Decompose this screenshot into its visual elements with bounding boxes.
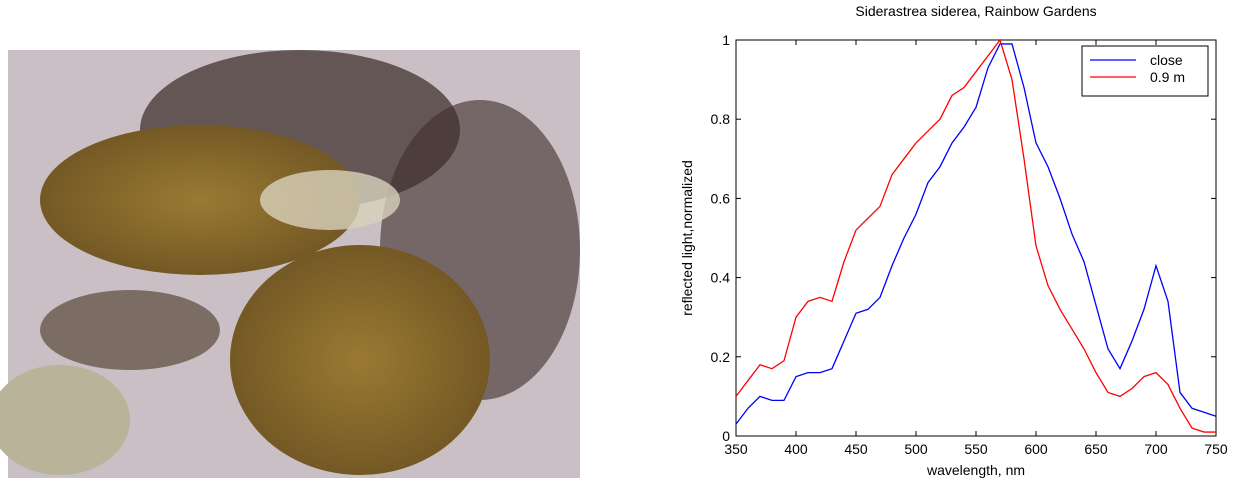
x-tick-label: 750 xyxy=(1204,441,1228,457)
photo-coral xyxy=(40,125,360,275)
x-tick-label: 700 xyxy=(1144,441,1168,457)
x-axis-label: wavelength, nm xyxy=(926,462,1025,478)
x-tick-label: 550 xyxy=(964,441,988,457)
series-line xyxy=(735,43,1217,425)
photo-rock xyxy=(0,365,130,475)
photo-coral xyxy=(230,245,490,475)
legend-box xyxy=(1081,45,1209,97)
legend-label: close xyxy=(1150,52,1183,68)
x-tick-label: 500 xyxy=(904,441,928,457)
chart-title: Siderastrea siderea, Rainbow Gardens xyxy=(855,3,1096,19)
photo-polyps xyxy=(260,170,400,230)
x-tick-label: 350 xyxy=(724,441,748,457)
coral-photo xyxy=(0,50,580,478)
y-tick-label: 1 xyxy=(722,32,730,48)
x-tick-label: 650 xyxy=(1084,441,1108,457)
series-line xyxy=(735,38,1216,433)
y-tick-label: 0.6 xyxy=(711,190,731,206)
y-axis-label: reflected light,normalized xyxy=(679,160,695,316)
x-tick-label: 600 xyxy=(1024,441,1048,457)
y-tick-label: 0.2 xyxy=(711,349,731,365)
y-tick-label: 0 xyxy=(722,428,730,444)
y-tick-label: 0.8 xyxy=(711,111,731,127)
x-tick-label: 400 xyxy=(784,441,808,457)
photo-shadow xyxy=(40,290,220,370)
legend-label: 0.9 m xyxy=(1150,69,1185,85)
plot-area: 350 400 450 500 550 600 650 700 750 0 0.2 0.4 0.6 0.8… xyxy=(711,32,1228,457)
x-tick-label: 450 xyxy=(844,441,868,457)
y-tick-label: 0.4 xyxy=(711,270,731,286)
